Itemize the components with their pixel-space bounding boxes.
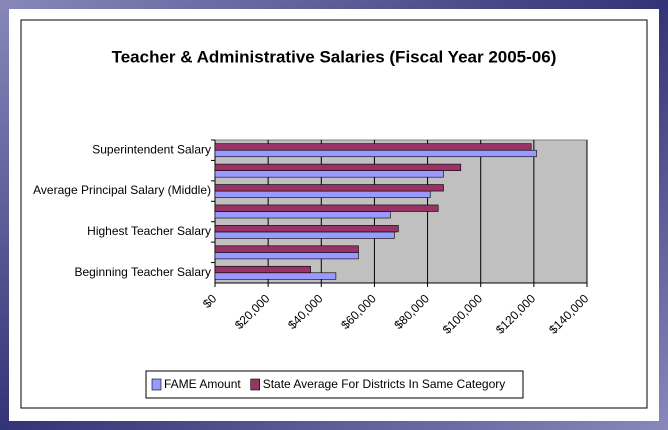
bar [214, 211, 391, 219]
y-tick-label: Superintendent Salary [92, 142, 211, 156]
bar [214, 252, 359, 260]
chart-title: Teacher & Administrative Salaries (Fisca… [112, 47, 557, 66]
bar [214, 231, 395, 239]
bar [214, 149, 537, 158]
y-tick-label: Beginning Teacher Salary [74, 265, 211, 279]
y-tick-label: Average Principal Salary (Middle) [33, 183, 211, 197]
legend-label: FAME Amount [164, 377, 241, 391]
bar [214, 170, 444, 178]
bar [214, 143, 532, 151]
legend-swatch [151, 378, 162, 391]
bar [214, 265, 311, 274]
bar [214, 204, 439, 212]
legend-label: State Average For Districts In Same Cate… [263, 377, 506, 391]
bar [214, 190, 431, 198]
bar [214, 163, 462, 171]
legend [145, 370, 524, 399]
bar [214, 184, 444, 192]
bar [214, 245, 359, 253]
bar [214, 225, 399, 233]
legend-swatch [250, 378, 261, 391]
bar [214, 272, 337, 280]
y-tick-label: Highest Teacher Salary [87, 224, 211, 238]
